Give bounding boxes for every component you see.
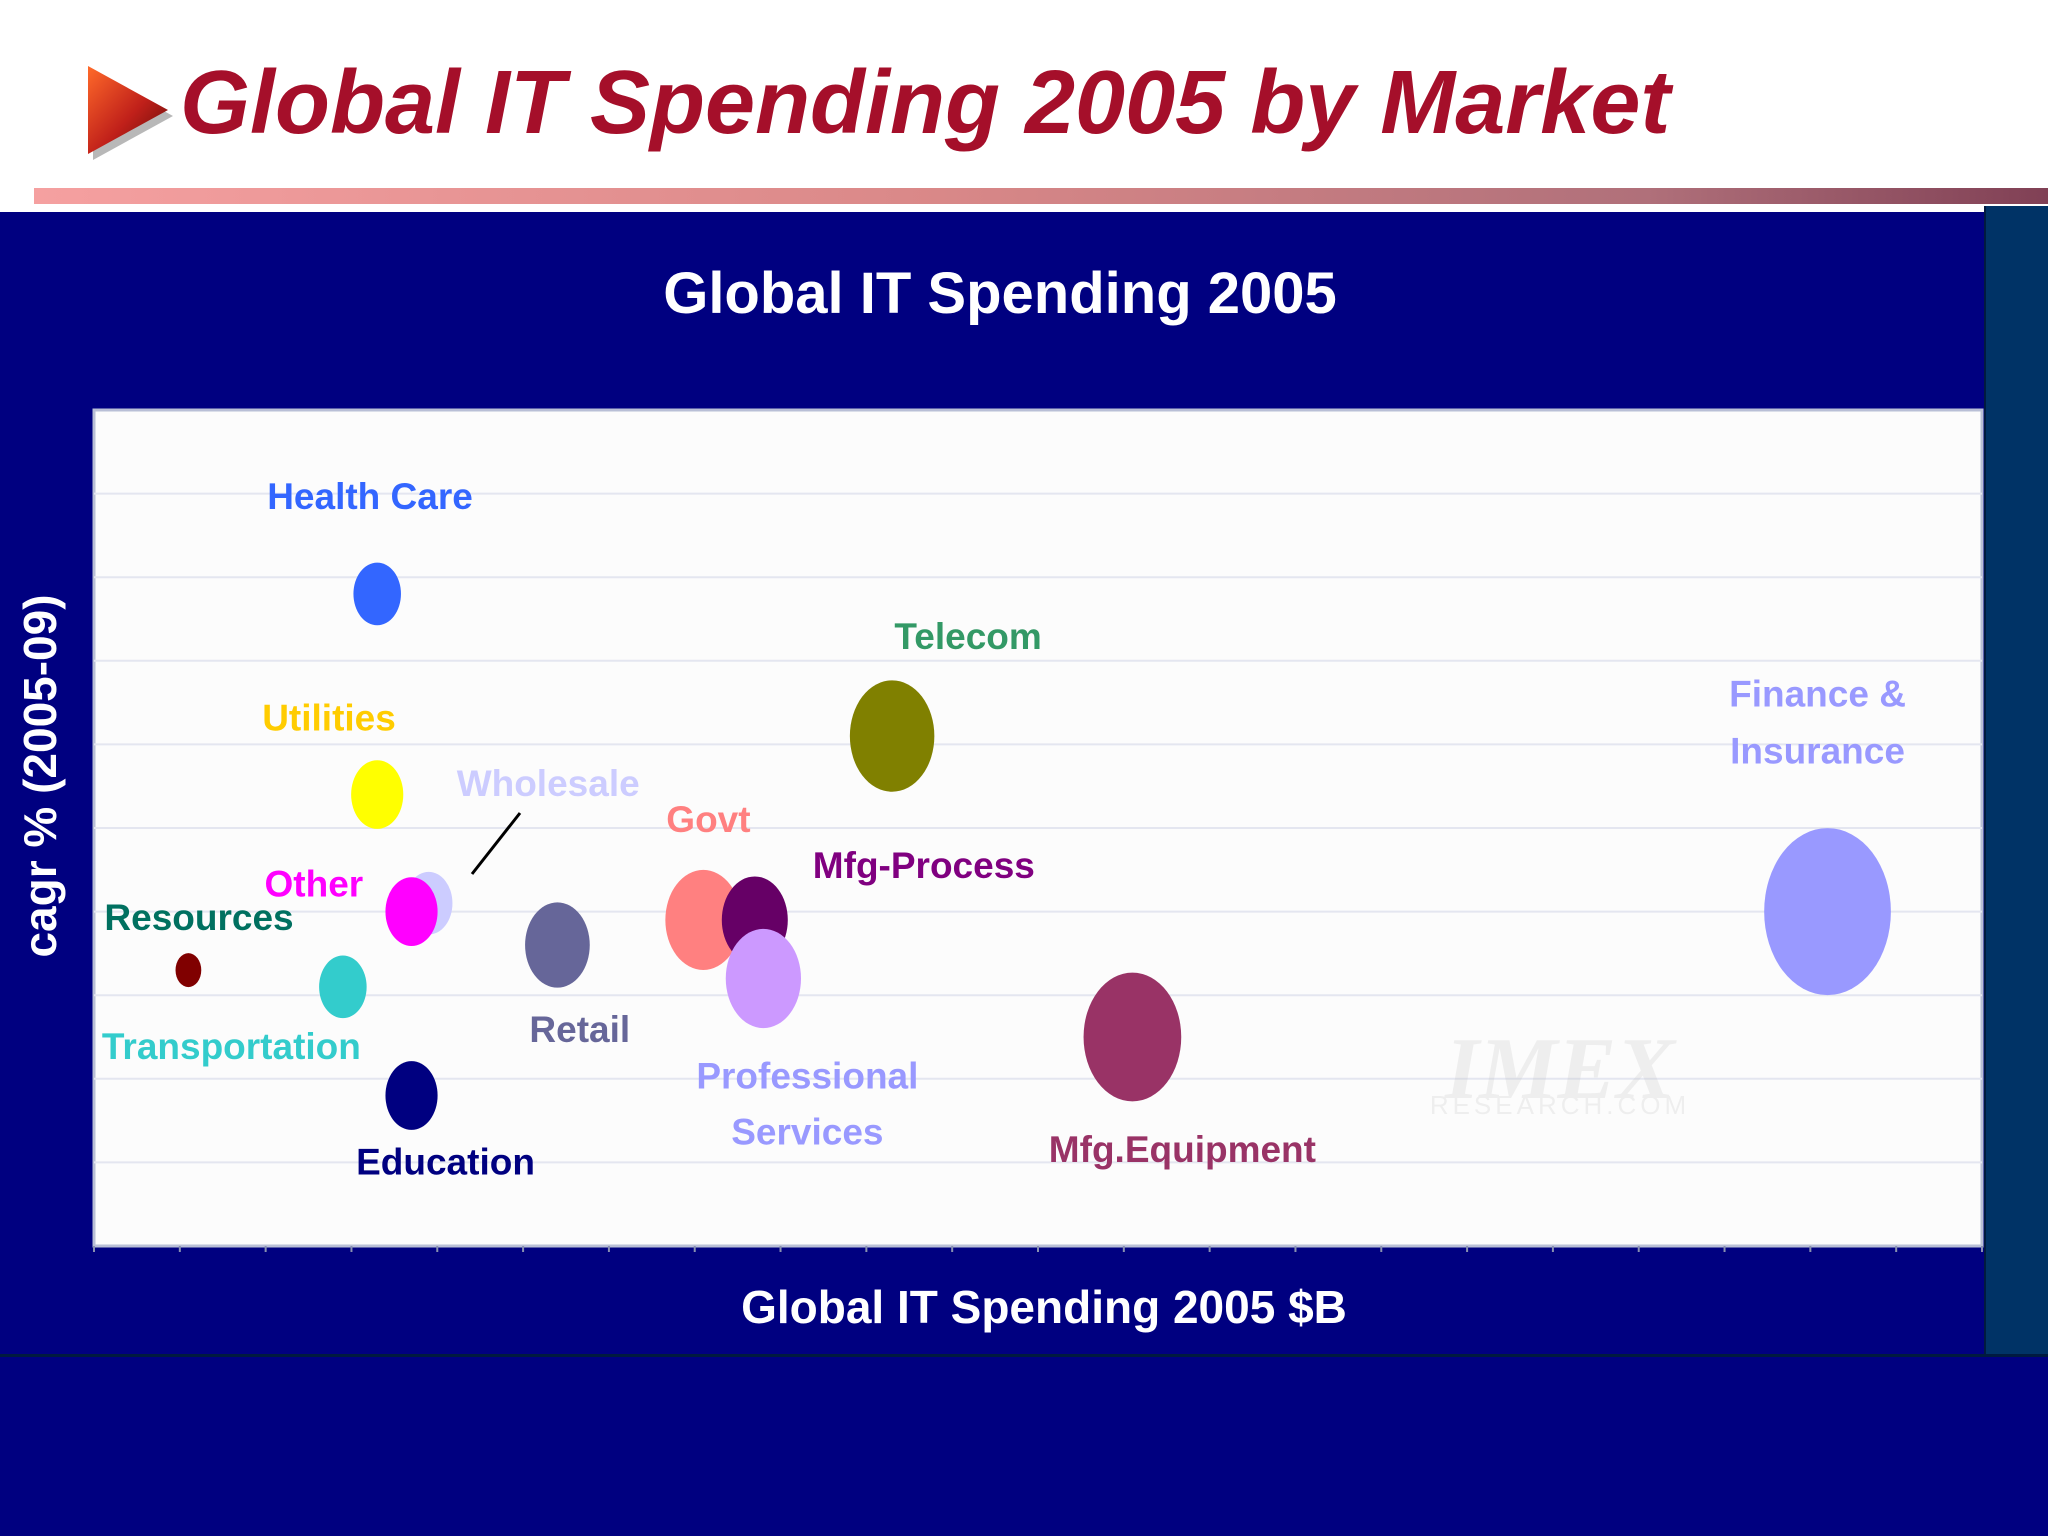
- label-line: Insurance: [1730, 731, 1905, 772]
- label-mfg-equipment: Mfg.Equipment: [1049, 1129, 1316, 1170]
- bubble-utilities: [351, 760, 404, 829]
- panel-divider: [0, 1354, 2048, 1357]
- label-line: Finance &: [1729, 674, 1906, 715]
- watermark: IMEX RESEARCH.COM: [1430, 1021, 1690, 1120]
- label-finance-insurance: Finance & Insurance: [1729, 674, 1906, 772]
- bubble-finance-insurance: [1764, 828, 1891, 996]
- panel-right-strip: [1984, 206, 2048, 1356]
- label-line: Transportation: [102, 1026, 361, 1067]
- grid: [93, 492, 1983, 1252]
- bubble-resources: [175, 953, 202, 988]
- label-line: Govt: [666, 799, 750, 840]
- label-mfg-process: Mfg-Process: [813, 845, 1035, 886]
- label-line: Utilities: [262, 698, 396, 739]
- chart-title: Global IT Spending 2005: [663, 261, 1337, 326]
- label-line: Services: [731, 1111, 883, 1152]
- watermark-logo: IMEX: [1444, 1021, 1677, 1118]
- label-line: Mfg-Process: [813, 845, 1035, 886]
- label-retail: Retail: [529, 1009, 630, 1050]
- label-line: Wholesale: [457, 763, 640, 804]
- label-line: Resources: [104, 897, 293, 938]
- title-underline: [34, 188, 2048, 204]
- label-wholesale: Wholesale: [457, 763, 640, 804]
- bubble-health-care: [353, 562, 401, 626]
- label-transportation: Transportation: [102, 1026, 361, 1067]
- label-line: Mfg.Equipment: [1049, 1129, 1316, 1170]
- label-other: Other: [265, 864, 364, 905]
- slide-title: Global IT Spending 2005 by Market: [180, 53, 1671, 153]
- label-line: Health Care: [267, 476, 473, 517]
- wholesale-leader-line: [470, 812, 522, 875]
- label-telecom: Telecom: [894, 616, 1041, 657]
- bubble-transportation: [319, 955, 367, 1019]
- bubble-govt: [665, 869, 742, 970]
- x-axis-label: Global IT Spending 2005 $B: [741, 1281, 1347, 1333]
- label-line: Telecom: [894, 616, 1041, 657]
- label-professional-services: Professional Services: [696, 1055, 918, 1152]
- play-arrow-icon: [88, 66, 173, 160]
- label-line: Education: [356, 1142, 535, 1183]
- label-resources: Resources: [104, 897, 293, 938]
- label-education: Education: [356, 1142, 535, 1183]
- watermark-subtext: RESEARCH.COM: [1430, 1090, 1690, 1120]
- bubble-other: [385, 877, 438, 946]
- label-line: Other: [265, 864, 364, 905]
- bubble-retail: [525, 902, 590, 988]
- bubble-labels: Health Care Utilities Wholesale OtherResour…: [102, 476, 1906, 1183]
- bubble-professional-services: [725, 928, 802, 1029]
- label-govt: Govt: [666, 799, 750, 840]
- bubbles: [175, 562, 1891, 1130]
- label-line: Professional: [696, 1055, 918, 1096]
- bubble-telecom: [849, 680, 935, 792]
- y-axis-label: cagr % (2005-09): [14, 594, 66, 957]
- label-line: Retail: [529, 1009, 630, 1050]
- bubble-education: [385, 1061, 438, 1130]
- label-health-care: Health Care: [267, 476, 473, 517]
- label-utilities: Utilities: [262, 698, 396, 739]
- bubble-mfg-equipment: [1083, 972, 1182, 1102]
